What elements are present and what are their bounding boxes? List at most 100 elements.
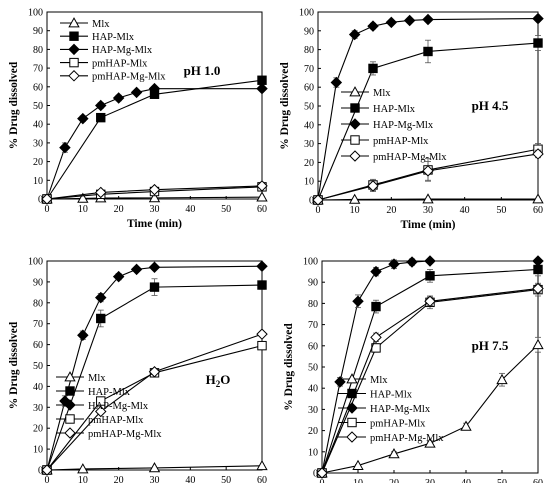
y-tick-label: 80	[33, 298, 43, 309]
series-pmhap-mg-mlx	[41, 180, 268, 205]
data-point	[257, 280, 267, 290]
panel-annotation: H2O	[206, 372, 231, 389]
y-tick-label: 10	[304, 177, 314, 188]
legend: Mlx HAP-Mlx HAP-Mg-Mlx pmHAP-Mlx pmHAP-Mg-Ml…	[56, 371, 162, 440]
y-tick-label: 30	[308, 405, 318, 416]
data-point	[496, 373, 508, 385]
y-tick-label: 80	[33, 45, 43, 56]
data-point	[406, 256, 418, 268]
y-tick-label: 90	[33, 277, 43, 288]
legend-label: pmHAP-Mg-Mlx	[373, 152, 447, 163]
panel-annotation: pH 7.5	[472, 338, 509, 353]
legend-marker	[65, 386, 75, 396]
x-tick-label: 40	[461, 478, 471, 483]
legend-marker	[349, 150, 361, 162]
data-point	[460, 420, 472, 431]
data-point	[256, 82, 268, 95]
data-point	[403, 14, 416, 27]
data-point	[422, 165, 434, 177]
data-point	[330, 76, 343, 89]
y-tick-label: 60	[33, 340, 43, 351]
legend-marker	[64, 427, 76, 439]
panel-annotation: pH 4.5	[472, 98, 509, 113]
y-tick-label: 0	[313, 469, 318, 480]
legend-marker	[69, 57, 79, 68]
x-tick-label: 50	[221, 475, 231, 483]
data-point	[532, 193, 544, 204]
legend-marker	[68, 43, 80, 56]
legend-marker	[350, 135, 360, 145]
y-tick-label: 30	[33, 403, 43, 414]
legend-label: pmHAP-Mg-Mlx	[88, 429, 162, 440]
y-axis-label: % Drug dissolved	[283, 323, 295, 411]
y-tick-label: 40	[33, 120, 43, 131]
series-line	[46, 333, 263, 471]
x-tick-label: 60	[533, 478, 543, 483]
panel-1: 0 10 20 30 40 50 60 70 80 90 100 0 10 20 30 40 50 60 Time …	[8, 8, 268, 230]
y-tick-label: 40	[304, 120, 314, 131]
x-tick-label: 30	[150, 204, 160, 215]
data-point	[422, 193, 434, 204]
data-point	[424, 437, 436, 448]
x-tick-label: 50	[497, 478, 507, 483]
y-tick-label: 70	[33, 319, 43, 330]
data-point	[95, 99, 107, 112]
x-tick-label: 0	[316, 205, 321, 216]
data-point	[367, 180, 379, 192]
data-point	[41, 193, 53, 205]
y-tick-label: 80	[308, 299, 318, 310]
plot-frame	[46, 11, 263, 200]
legend-label: HAP-Mg-Mlx	[373, 120, 434, 131]
y-tick-label: 30	[304, 139, 314, 150]
series-pmhap-mlx	[42, 340, 267, 475]
data-point	[148, 366, 161, 378]
x-tick-label: 40	[185, 475, 195, 483]
legend-marker	[347, 417, 357, 428]
legend-label: pmHAP-Mlx	[92, 58, 148, 69]
legend: Mlx HAP-Mlx HAP-Mg-Mlx pmHAP-Mlx pmHAP-Mg-Ml…	[338, 373, 444, 444]
y-tick-label: 50	[308, 363, 318, 374]
data-point	[532, 282, 544, 295]
y-tick-label: 100	[28, 8, 43, 19]
data-point	[77, 329, 89, 341]
x-tick-label: 40	[460, 205, 470, 216]
panel-3: 01020304050607080901000102030405060Time …	[8, 257, 268, 483]
series-line	[317, 42, 539, 201]
data-point	[424, 255, 436, 267]
panel-4: 01020304050607080901000102030405060Time …	[283, 255, 544, 483]
data-point	[312, 194, 324, 206]
x-tick-label: 20	[389, 478, 399, 483]
y-tick-label: 0	[309, 196, 314, 207]
data-point	[256, 180, 268, 192]
y-tick-label: 40	[308, 384, 318, 395]
data-point	[368, 63, 378, 74]
series-line	[46, 88, 262, 200]
series-pmhap-mg-mlx	[312, 148, 544, 206]
y-tick-label: 60	[304, 83, 314, 94]
x-tick-label: 10	[350, 205, 360, 216]
data-point	[41, 464, 53, 476]
data-point	[77, 112, 89, 125]
data-point	[348, 193, 361, 204]
data-point	[257, 340, 267, 351]
y-tick-label: 0	[38, 195, 43, 206]
y-tick-label: 20	[33, 424, 43, 435]
data-point	[148, 183, 161, 196]
y-axis-label: % Drug dissolved	[279, 62, 291, 150]
y-tick-label: 90	[308, 278, 318, 289]
legend-marker	[349, 86, 361, 97]
series-line	[317, 153, 539, 201]
data-point	[256, 459, 268, 471]
legend-marker	[68, 70, 80, 82]
legend-label: pmHAP-Mg-Mlx	[370, 433, 444, 444]
data-point	[96, 313, 106, 324]
y-tick-label: 30	[33, 138, 43, 149]
legend-label: pmHAP-Mg-Mlx	[92, 72, 166, 83]
y-axis-label: % Drug dissolved	[8, 61, 20, 149]
data-point	[532, 12, 544, 25]
series-mlx	[312, 193, 544, 205]
series-pmhap-mg-mlx	[316, 282, 544, 479]
data-point	[149, 282, 160, 292]
data-point	[77, 463, 89, 474]
legend-label: HAP-Mlx	[373, 104, 416, 115]
